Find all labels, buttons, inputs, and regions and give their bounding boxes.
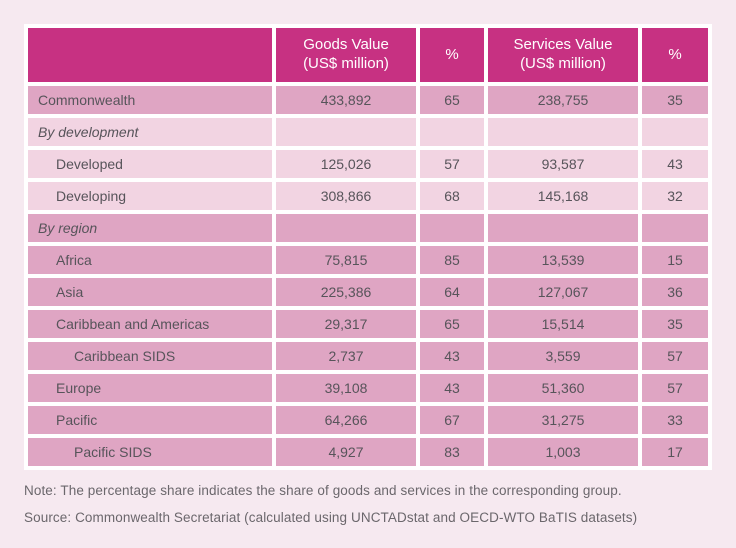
header-goods-value: Goods Value (US$ million) — [276, 28, 416, 82]
table-row: Africa 75,815 85 13,539 15 — [28, 246, 708, 274]
table-row: By region — [28, 214, 708, 242]
services-value-cell: 238,755 — [488, 86, 638, 114]
goods-value-cell: 2,737 — [276, 342, 416, 370]
trade-values-table: Goods Value (US$ million) % Services Val… — [24, 24, 712, 470]
table-row: By development — [28, 118, 708, 146]
note-text: Note: The percentage share indicates the… — [24, 483, 622, 498]
services-percent-cell: 33 — [642, 406, 708, 434]
goods-percent-cell: 85 — [420, 246, 484, 274]
header-services-value: Services Value (US$ million) — [488, 28, 638, 82]
table-row: Europe 39,108 43 51,360 57 — [28, 374, 708, 402]
table-row: Caribbean SIDS 2,737 43 3,559 57 — [28, 342, 708, 370]
goods-value-cell: 29,317 — [276, 310, 416, 338]
row-label: By development — [28, 118, 272, 146]
goods-percent-cell: 68 — [420, 182, 484, 210]
services-value-cell: 1,003 — [488, 438, 638, 466]
table-body: Commonwealth 433,892 65 238,755 35 By develop… — [28, 86, 708, 466]
services-percent-cell: 15 — [642, 246, 708, 274]
services-value-cell: 51,360 — [488, 374, 638, 402]
services-value-cell: 15,514 — [488, 310, 638, 338]
goods-percent-cell: 43 — [420, 374, 484, 402]
goods-percent-cell — [420, 214, 484, 242]
row-label: Caribbean SIDS — [28, 342, 272, 370]
header-services-percent: % — [642, 28, 708, 82]
goods-value-cell: 64,266 — [276, 406, 416, 434]
table-row: Developing 308,866 68 145,168 32 — [28, 182, 708, 210]
table-footnotes: Note: The percentage share indicates the… — [24, 482, 724, 536]
row-label: Developed — [28, 150, 272, 178]
services-percent-cell: 35 — [642, 86, 708, 114]
goods-percent-cell — [420, 118, 484, 146]
services-value-cell: 13,539 — [488, 246, 638, 274]
goods-percent-cell: 83 — [420, 438, 484, 466]
services-value-cell: 127,067 — [488, 278, 638, 306]
table-row: Pacific SIDS 4,927 83 1,003 17 — [28, 438, 708, 466]
goods-percent-cell: 43 — [420, 342, 484, 370]
goods-value-cell: 225,386 — [276, 278, 416, 306]
row-label: Europe — [28, 374, 272, 402]
goods-value-cell: 4,927 — [276, 438, 416, 466]
goods-value-cell: 433,892 — [276, 86, 416, 114]
table-row: Developed 125,026 57 93,587 43 — [28, 150, 708, 178]
row-label: By region — [28, 214, 272, 242]
goods-percent-cell: 64 — [420, 278, 484, 306]
services-percent-cell: 57 — [642, 342, 708, 370]
row-label: Developing — [28, 182, 272, 210]
services-percent-cell — [642, 214, 708, 242]
row-label: Commonwealth — [28, 86, 272, 114]
services-percent-cell: 35 — [642, 310, 708, 338]
header-row: Goods Value (US$ million) % Services Val… — [28, 28, 708, 82]
table-row: Commonwealth 433,892 65 238,755 35 — [28, 86, 708, 114]
row-label: Pacific — [28, 406, 272, 434]
services-percent-cell: 36 — [642, 278, 708, 306]
services-value-cell — [488, 214, 638, 242]
source-text: Source: Commonwealth Secretariat (calcul… — [24, 510, 638, 525]
services-percent-cell: 57 — [642, 374, 708, 402]
services-percent-cell: 32 — [642, 182, 708, 210]
row-label: Caribbean and Americas — [28, 310, 272, 338]
goods-percent-cell: 65 — [420, 310, 484, 338]
header-goods-percent: % — [420, 28, 484, 82]
row-label: Pacific SIDS — [28, 438, 272, 466]
goods-value-cell: 308,866 — [276, 182, 416, 210]
services-value-cell: 93,587 — [488, 150, 638, 178]
goods-value-cell — [276, 214, 416, 242]
goods-percent-cell: 65 — [420, 86, 484, 114]
services-value-cell: 145,168 — [488, 182, 638, 210]
row-label: Africa — [28, 246, 272, 274]
services-percent-cell: 17 — [642, 438, 708, 466]
table-row: Pacific 64,266 67 31,275 33 — [28, 406, 708, 434]
table-row: Caribbean and Americas 29,317 65 15,514 35 — [28, 310, 708, 338]
goods-percent-cell: 67 — [420, 406, 484, 434]
services-percent-cell — [642, 118, 708, 146]
goods-value-cell: 39,108 — [276, 374, 416, 402]
row-label: Asia — [28, 278, 272, 306]
goods-percent-cell: 57 — [420, 150, 484, 178]
services-value-cell — [488, 118, 638, 146]
services-value-cell: 3,559 — [488, 342, 638, 370]
table-header: Goods Value (US$ million) % Services Val… — [28, 28, 708, 82]
services-percent-cell: 43 — [642, 150, 708, 178]
goods-value-cell: 125,026 — [276, 150, 416, 178]
table-row: Asia 225,386 64 127,067 36 — [28, 278, 708, 306]
goods-value-cell — [276, 118, 416, 146]
services-value-cell: 31,275 — [488, 406, 638, 434]
header-group-cell — [28, 28, 272, 82]
goods-value-cell: 75,815 — [276, 246, 416, 274]
